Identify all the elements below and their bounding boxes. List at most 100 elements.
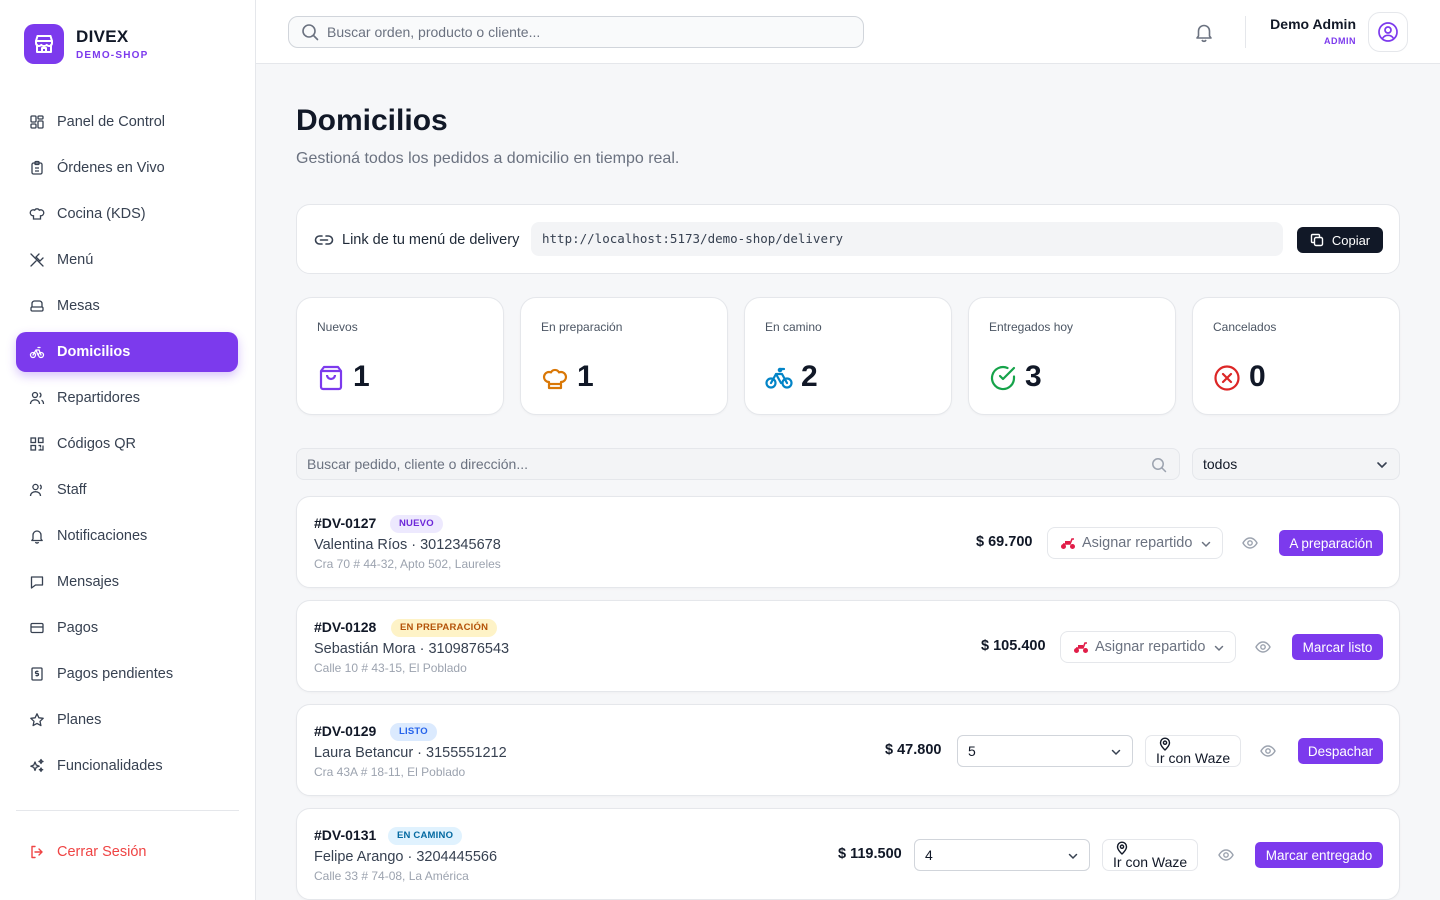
delivery-link-text: Link de tu menú de delivery — [342, 232, 520, 248]
logout-button[interactable]: Cerrar Sesión — [16, 832, 238, 872]
stat-card-cancelados: Cancelados 0 — [1192, 297, 1400, 415]
sidebar-item-domicilios[interactable]: Domicilios — [16, 332, 238, 372]
sidebar-item-staff[interactable]: Staff — [16, 470, 238, 510]
sidebar-item-label: Mesas — [57, 298, 100, 314]
check-circle-icon — [990, 365, 1016, 391]
waze-button-label: Ir con Waze — [1156, 750, 1231, 766]
order-id: #DV-0129 — [314, 723, 377, 739]
sidebar-item-label: Staff — [57, 482, 87, 498]
sidebar-item-mesas[interactable]: Mesas — [16, 286, 238, 326]
stat-card-nuevos: Nuevos 1 — [296, 297, 504, 415]
receipt-icon — [31, 667, 43, 681]
sidebar-divider — [16, 810, 239, 811]
to-preparation-button[interactable]: A preparación — [1279, 530, 1383, 556]
delivery-link-url[interactable]: http://localhost:5173/demo-shop/delivery — [531, 222, 1283, 256]
waze-button[interactable]: Ir con Waze — [1102, 839, 1198, 871]
order-card: #DV-0129 LISTO Laura Betancur · 31555512… — [296, 704, 1400, 796]
assign-driver-label: Asignar repartido — [1095, 639, 1206, 655]
copy-button-label: Copiar — [1331, 232, 1371, 248]
clipboard-icon — [31, 160, 43, 175]
status-badge: NUEVO — [390, 515, 443, 533]
delivery-link-label: Link de tu menú de delivery — [314, 231, 519, 249]
sidebar-item-funcionalidades[interactable]: Funcionalidades — [16, 746, 238, 786]
dispatch-button[interactable]: Despachar — [1298, 738, 1383, 764]
user-role: ADMIN — [1324, 36, 1356, 46]
sidebar-item-ordenes-en-vivo[interactable]: Órdenes en Vivo — [16, 148, 238, 188]
sidebar-item-label: Pagos — [57, 620, 99, 636]
chevron-down-icon — [1111, 749, 1121, 756]
chevron-down-icon — [1201, 541, 1211, 548]
assign-driver-label: Asignar repartido — [1082, 535, 1193, 551]
mark-delivered-button[interactable]: Marcar entregado — [1255, 842, 1383, 868]
credit-card-icon — [30, 622, 44, 634]
order-address: Calle 33 # 74-08, La América — [314, 869, 469, 883]
sidebar-item-label: Notificaciones — [57, 528, 148, 544]
sidebar-item-planes[interactable]: Planes — [16, 700, 238, 740]
orders-search-input[interactable] — [307, 456, 1127, 472]
global-search[interactable] — [288, 16, 864, 48]
status-badge: EN CAMINO — [388, 827, 463, 845]
stat-value: 1 — [577, 360, 594, 393]
copy-icon — [1310, 233, 1324, 247]
sidebar-item-label: Códigos QR — [57, 436, 136, 452]
bike-icon — [765, 367, 793, 389]
view-order-eye-icon[interactable] — [1242, 535, 1258, 551]
status-filter-select[interactable]: todos — [1192, 448, 1400, 480]
search-icon — [1152, 458, 1167, 473]
sidebar-item-repartidores[interactable]: Repartidores — [16, 378, 238, 418]
shopping-bag-icon — [319, 365, 343, 391]
assign-driver-select[interactable]: Asignar repartido — [1060, 631, 1236, 663]
qr-code-icon — [30, 437, 44, 451]
view-order-eye-icon[interactable] — [1218, 847, 1234, 863]
sidebar-item-label: Funcionalidades — [57, 758, 163, 774]
global-search-input[interactable] — [327, 24, 847, 40]
stat-label: Entregados hoy — [989, 320, 1074, 334]
sidebar-item-label: Planes — [57, 712, 102, 728]
sparkles-icon — [30, 758, 44, 773]
order-id: #DV-0131 — [314, 827, 377, 843]
sidebar-item-label: Cocina (KDS) — [57, 206, 146, 222]
mark-ready-button[interactable]: Marcar listo — [1292, 634, 1383, 660]
dashboard-icon — [30, 115, 44, 129]
sidebar-item-pagos-pendientes[interactable]: Pagos pendientes — [16, 654, 238, 694]
order-customer: Laura Betancur · 3155551212 — [314, 745, 507, 761]
order-card: #DV-0127 NUEVO Valentina Ríos · 30123456… — [296, 496, 1400, 588]
copy-link-button[interactable]: Copiar — [1297, 227, 1383, 253]
stat-value: 2 — [801, 360, 818, 393]
x-circle-icon — [1214, 365, 1240, 391]
order-id: #DV-0127 — [314, 515, 377, 531]
sidebar-item-codigos-qr[interactable]: Códigos QR — [16, 424, 238, 464]
driver-select[interactable]: 5 — [957, 735, 1133, 767]
avatar[interactable] — [1368, 12, 1408, 52]
notifications-bell-icon[interactable] — [1193, 21, 1215, 43]
view-order-eye-icon[interactable] — [1255, 639, 1271, 655]
stat-value: 1 — [353, 360, 370, 393]
bell-icon — [31, 530, 43, 544]
users-icon — [29, 391, 45, 405]
chevron-down-icon — [1214, 645, 1224, 652]
page-title: Domicilios — [296, 104, 448, 137]
waze-button[interactable]: Ir con Waze — [1145, 735, 1241, 767]
sidebar-item-mensajes[interactable]: Mensajes — [16, 562, 238, 602]
sidebar-item-notificaciones[interactable]: Notificaciones — [16, 516, 238, 556]
brand[interactable]: DIVEX DEMO-SHOP — [24, 24, 148, 64]
bike-icon — [29, 346, 45, 359]
sidebar-nav: Panel de Control Órdenes en Vivo Cocina … — [16, 102, 238, 792]
view-order-eye-icon[interactable] — [1260, 743, 1276, 759]
driver-select[interactable]: 4 — [914, 839, 1090, 871]
sidebar-item-panel-de-control[interactable]: Panel de Control — [16, 102, 238, 142]
sidebar-item-cocina[interactable]: Cocina (KDS) — [16, 194, 238, 234]
stat-label: En camino — [765, 320, 822, 334]
stat-value: 3 — [1025, 360, 1042, 393]
sidebar-item-pagos[interactable]: Pagos — [16, 608, 238, 648]
delivery-link-card: Link de tu menú de delivery http://local… — [296, 204, 1400, 274]
sidebar-item-label: Órdenes en Vivo — [57, 160, 165, 176]
assign-driver-select[interactable]: Asignar repartido — [1047, 527, 1223, 559]
sidebar-item-menu[interactable]: Menú — [16, 240, 238, 280]
chef-hat-icon — [29, 208, 45, 220]
sidebar-item-label: Repartidores — [57, 390, 141, 406]
scooter-icon — [1074, 642, 1088, 653]
sidebar-item-label: Mensajes — [57, 574, 120, 590]
stat-value: 0 — [1249, 360, 1266, 393]
orders-search[interactable] — [296, 448, 1180, 480]
